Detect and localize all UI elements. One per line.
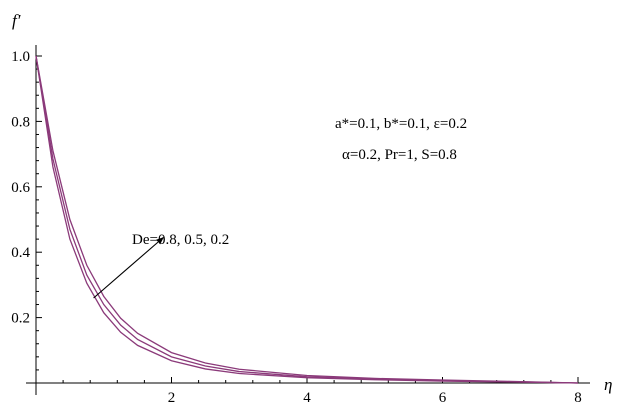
params-line-2: α=0.2, Pr=1, S=0.8 [342, 147, 457, 163]
x-tick-label: 8 [574, 390, 582, 406]
y-tick-label: 0.8 [11, 114, 30, 130]
y-tick-label: 0.6 [11, 180, 30, 196]
y-tick-label: 0.4 [11, 245, 30, 261]
x-tick-label: 6 [439, 390, 447, 406]
series-line-2 [35, 55, 579, 384]
x-tick-label: 2 [168, 390, 176, 406]
y-tick-label: 1.0 [11, 49, 30, 65]
axes [26, 45, 590, 395]
x-tick-label: 4 [303, 390, 311, 406]
annotation-arrow [93, 236, 164, 299]
series-line-3 [35, 55, 579, 384]
arrow-label: De=0.8, 0.5, 0.2 [132, 232, 229, 248]
ticks: 2 4 6 8 0.2 0.4 0.6 0.8 1.0 [11, 49, 582, 406]
curves [35, 55, 579, 384]
y-tick-label: 0.2 [11, 311, 30, 327]
annotations: f′ η De=0.8, 0.5, 0.2 a*=0.1, b*=0.1, ε=… [12, 11, 612, 394]
series-line-1 [35, 55, 579, 384]
x-axis-label: η [604, 375, 612, 394]
y-axis-label: f′ [12, 11, 21, 30]
params-line-1: a*=0.1, b*=0.1, ε=0.2 [335, 116, 467, 132]
